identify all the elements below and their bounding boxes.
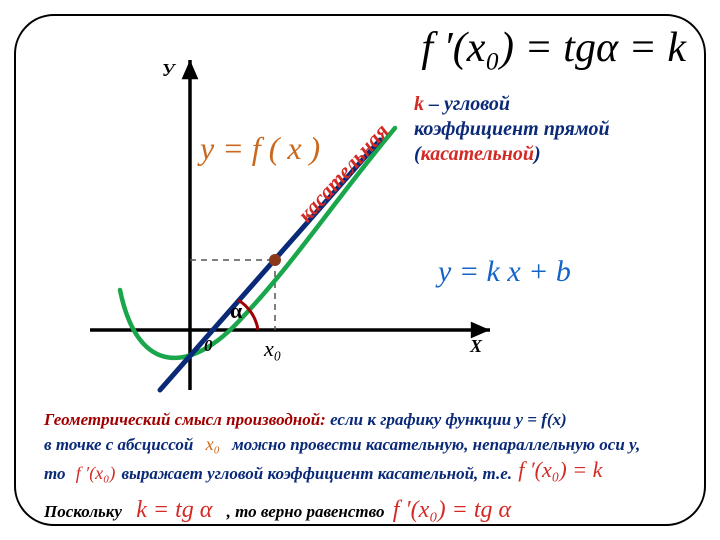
t3b: выражает угловой коэффициент касательной… — [121, 464, 512, 483]
k-koef: коэффициент прямой — [414, 118, 610, 140]
line3: то f ′(x₀)выражает угловой коэффициент к… — [44, 457, 684, 488]
k-annotation: k – угловой коэффициент прямой (касатель… — [414, 92, 610, 167]
k-letter: k — [414, 93, 424, 115]
origin-label: 0 — [204, 336, 213, 356]
k-dash: – — [424, 93, 444, 115]
alpha-label: α — [230, 298, 242, 324]
t2a: в точке с абсциссой — [44, 435, 193, 454]
k-ugl: угловой — [444, 93, 510, 115]
t4a: Поскольку — [44, 502, 122, 521]
fprime-k: f ′(x₀) = k — [518, 457, 602, 482]
x-axis-label: Х — [470, 336, 482, 357]
fprime-tga: f ′(x₀) = tg α — [389, 497, 511, 523]
function-label: y = f ( x ) — [200, 130, 320, 167]
y-axis-label: У — [162, 60, 175, 81]
k-open: ( — [414, 143, 421, 165]
line1: Геометрический смысл производной: если к… — [44, 408, 684, 432]
x0-label: x₀ — [264, 336, 281, 362]
line2: в точке с абсциссой x₀ можно провести ка… — [44, 432, 684, 457]
formula-derivative: f ′(x₀) = tgα = k — [421, 24, 686, 72]
t1b: если к графику функции y = f(x) — [326, 410, 567, 429]
t4b: , то верно равенство — [227, 502, 385, 521]
explanation-block: Геометрический смысл производной: если к… — [44, 408, 684, 527]
k-tga: k = tg α — [126, 497, 222, 523]
k-kas: касательной — [421, 143, 534, 165]
t2b: можно провести касательную, непараллельн… — [232, 435, 640, 454]
line4: Поскольку k = tg α , то верно равенство … — [44, 494, 684, 528]
t3a: то — [44, 464, 66, 483]
fprime-inline: f ′(x₀) — [70, 463, 122, 483]
t1a: Геометрический смысл производной: — [44, 410, 326, 429]
k-close: ) — [534, 143, 541, 165]
line-equation: y = k x + b — [438, 255, 571, 289]
x0-inline: x₀ — [198, 434, 228, 454]
